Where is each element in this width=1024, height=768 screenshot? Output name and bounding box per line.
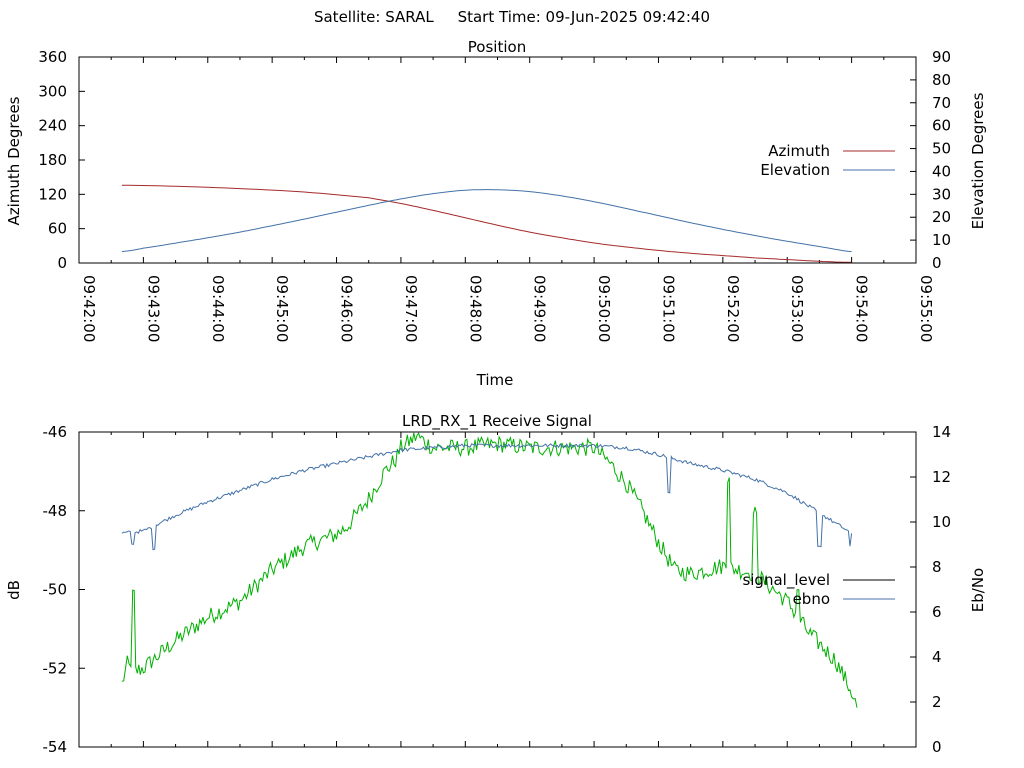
x-tick-label: 09:47:00	[402, 275, 420, 342]
x-tick-label: 09:44:00	[209, 275, 227, 342]
y-tick-label: 0	[57, 254, 67, 272]
x-tick-label: 09:48:00	[466, 275, 484, 342]
y2-tick-label: 70	[932, 94, 951, 112]
position-xlabel: Time	[476, 371, 514, 389]
position-chart: Position Azimuth Degrees Elevation Degre…	[5, 38, 987, 389]
y-tick-label: 300	[38, 82, 67, 100]
x-tick-label: 09:42:00	[80, 275, 98, 342]
series-line-azimuth	[121, 184, 852, 263]
y2-tick-label: 0	[932, 738, 942, 756]
y-tick-label: 120	[38, 185, 67, 203]
position-ylabel: Azimuth Degrees	[5, 96, 23, 225]
y-tick-label: 360	[38, 48, 67, 66]
y2-tick-label: 80	[932, 71, 951, 89]
position-title: Position	[468, 38, 526, 56]
x-tick-label: 09:49:00	[531, 275, 549, 342]
position-y2label: Elevation Degrees	[969, 92, 987, 229]
x-tick-label: 09:53:00	[788, 275, 806, 342]
signal-chart: LRD_RX_1 Receive Signal dB Eb/No -46 -48 -…	[5, 412, 987, 756]
y2-tick-label: 90	[932, 48, 951, 66]
x-tick-label: 09:52:00	[724, 275, 742, 342]
chart-header: Satellite: SARAL Start Time: 09-Jun-2025…	[0, 8, 1024, 26]
y2-tick-label: 14	[932, 423, 951, 441]
y2-tick-label: 10	[932, 513, 951, 531]
y2-tick-label: 0	[932, 254, 942, 272]
legend-label-elevation: Elevation	[760, 161, 830, 179]
x-tick-label: 09:43:00	[144, 275, 162, 342]
y-tick-label: -48	[43, 502, 68, 520]
signal-y2label: Eb/No	[969, 568, 987, 612]
signal-ylabel: dB	[5, 580, 23, 600]
x-tick-label: 09:50:00	[595, 275, 613, 342]
x-tick-label: 09:51:00	[659, 275, 677, 342]
legend-label-signal-level: signal_level	[742, 571, 830, 590]
y-tick-label: -46	[43, 423, 68, 441]
y2-tick-label: 10	[932, 231, 951, 249]
y-tick-label: -52	[43, 659, 68, 677]
signal-title: LRD_RX_1 Receive Signal	[402, 412, 592, 431]
x-tick-label: 09:45:00	[273, 275, 291, 342]
satellite-label: Satellite: SARAL	[313, 8, 434, 26]
y-tick-label: 180	[38, 151, 67, 169]
y2-tick-label: 40	[932, 162, 951, 180]
start-time-label: Start Time: 09-Jun-2025 09:42:40	[457, 8, 711, 26]
series-line-ebno	[121, 442, 853, 551]
signal-plot-frame	[78, 431, 917, 748]
y2-tick-label: 60	[932, 117, 951, 135]
y-tick-label: -50	[43, 581, 68, 599]
y-tick-label: -54	[43, 738, 68, 756]
y2-tick-label: 50	[932, 140, 951, 158]
y2-tick-label: 8	[932, 558, 942, 576]
series-line-signal-level	[121, 432, 858, 708]
x-tick-label: 09:46:00	[338, 275, 356, 342]
legend-label-ebno: ebno	[793, 590, 830, 608]
x-tick-label: 09:54:00	[853, 275, 871, 342]
y2-tick-label: 20	[932, 208, 951, 226]
y2-tick-label: 6	[932, 603, 942, 621]
y-tick-label: 240	[38, 117, 67, 135]
y2-tick-label: 2	[932, 693, 942, 711]
y2-tick-label: 12	[932, 468, 951, 486]
y2-tick-label: 30	[932, 185, 951, 203]
x-tick-label: 09:55:00	[917, 275, 935, 342]
position-plot-frame	[78, 56, 917, 264]
y2-tick-label: 4	[932, 648, 942, 666]
y-tick-label: 60	[48, 220, 67, 238]
series-line-elevation	[121, 189, 852, 253]
legend-label-azimuth: Azimuth	[768, 142, 830, 160]
